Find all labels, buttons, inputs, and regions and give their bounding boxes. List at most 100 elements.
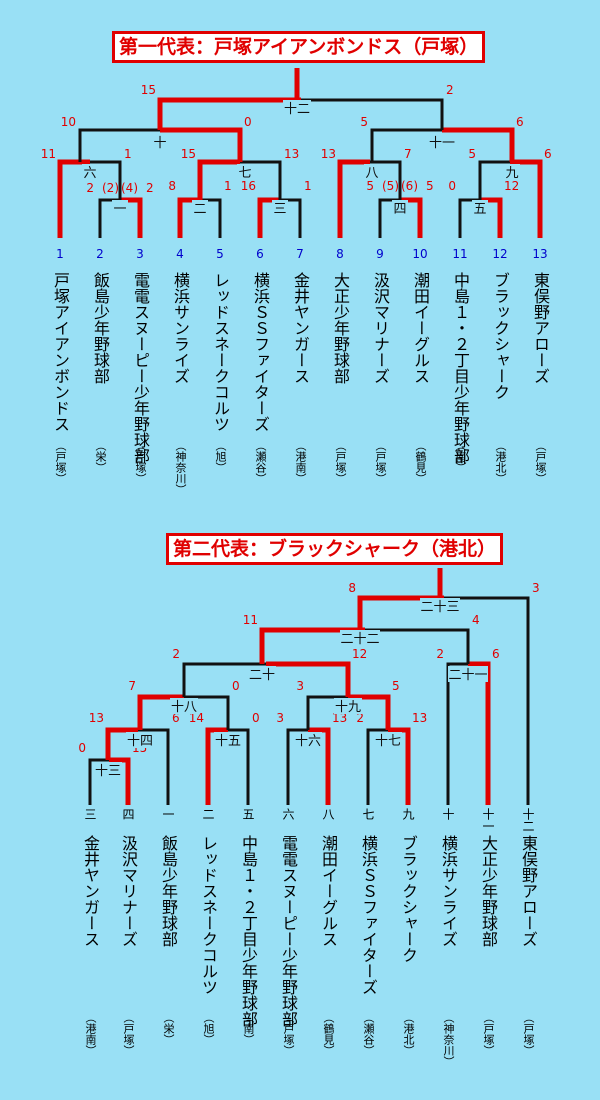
right-score: 6: [544, 147, 552, 161]
seed-label: 十一: [481, 808, 495, 832]
bracket-line-right: [138, 728, 170, 805]
left-pk-score: (5): [382, 179, 399, 193]
team-name: 横浜ＳＳファイターズ: [359, 835, 378, 995]
team-name: ブラックシャーク: [491, 272, 510, 400]
game-number: 六: [83, 166, 96, 181]
team-area: （戸塚）: [134, 440, 147, 484]
left-pk-score: (2): [102, 181, 119, 195]
bracket-line-left: [182, 662, 266, 697]
team-number: 2: [96, 247, 104, 261]
bracket-line-right: [301, 98, 444, 130]
seed-label: 四: [121, 808, 135, 820]
team-area: （南）: [454, 440, 467, 473]
game-number: 十一: [429, 136, 455, 151]
game-number-backdrop: [448, 666, 488, 682]
team-name: レッドスネークコルツ: [199, 835, 218, 995]
bracket-line-right: [348, 694, 391, 730]
right-score: 2: [446, 83, 454, 97]
game-number-backdrop: [192, 200, 208, 216]
game-number: 九: [505, 166, 518, 181]
seed-label: 七: [361, 808, 375, 820]
game-number-backdrop: [340, 630, 380, 646]
game-number-backdrop: [392, 200, 408, 216]
team-area: （戸塚）: [482, 1012, 495, 1056]
game-number-backdrop: [248, 666, 276, 682]
team-name: 潮田イーグルス: [411, 272, 430, 384]
left-score: 0: [448, 179, 456, 193]
team-name: レッドスネークコルツ: [211, 272, 230, 432]
bracket-line-right: [228, 728, 250, 805]
seed-label: 六: [281, 808, 295, 820]
team-name: 汲沢マリナーズ: [371, 272, 390, 384]
game-number-backdrop: [214, 732, 242, 748]
team-number: 4: [176, 247, 184, 261]
bracket-line-right: [266, 661, 351, 697]
right-score: 12: [504, 179, 519, 193]
game-number: 十八: [171, 700, 197, 715]
team-area: （戸塚）: [54, 440, 67, 484]
seed-label: 三: [83, 808, 97, 820]
game-number-backdrop: [283, 100, 311, 116]
game-number-backdrop: [152, 134, 168, 150]
game-number: 二十一: [448, 668, 487, 683]
left-score: 3: [296, 679, 304, 693]
team-area: （戸塚）: [122, 1012, 135, 1056]
bracket-line-left: [105, 727, 138, 760]
right-score: 1: [124, 147, 132, 161]
right-score: 5: [426, 179, 434, 193]
left-score: 7: [128, 679, 136, 693]
game-number: 八: [365, 166, 378, 181]
game-number-backdrop: [82, 164, 98, 180]
team-area: （戸塚）: [534, 440, 547, 484]
left-score: 2: [436, 647, 444, 661]
left-score: 8: [168, 179, 176, 193]
right-score: 7: [404, 147, 412, 161]
right-score: 4: [472, 613, 480, 627]
left-score: 8: [348, 581, 356, 595]
bracket-line-left: [370, 128, 442, 162]
team-area: （旭）: [202, 1012, 215, 1045]
game-number-backdrop: [94, 762, 122, 778]
team-number: 1: [56, 247, 64, 261]
bracket-line-left: [137, 694, 184, 730]
left-score: 5: [360, 115, 368, 129]
team-name: 横浜サンライズ: [171, 272, 190, 384]
team-area: （鶴見）: [414, 440, 427, 484]
seed-label: 二: [201, 808, 215, 820]
game-number: 十四: [127, 734, 153, 749]
left-score: 15: [141, 83, 156, 97]
bracket-line-left: [306, 695, 348, 730]
right-score: 13: [332, 711, 347, 725]
team-area: （南）: [242, 1012, 255, 1045]
team-number: 6: [256, 247, 264, 261]
right-score: 6: [492, 647, 500, 661]
team-area: （瀬谷）: [254, 440, 267, 484]
team-name: 中島１・２丁目少年野球部: [239, 835, 258, 1027]
bracket-line-right: [160, 127, 243, 162]
left-score: 2: [86, 181, 94, 195]
team-number: 12: [492, 247, 507, 261]
game-number: 二十: [249, 668, 275, 683]
game-number: 三: [273, 202, 286, 217]
seed-label: 十: [441, 808, 455, 820]
right-pk-score: (4): [121, 181, 138, 195]
seed-label: 五: [241, 808, 255, 820]
left-score: 11: [41, 147, 56, 161]
left-score: 2: [356, 711, 364, 725]
game-number: 十七: [375, 734, 401, 749]
game-number: 十六: [295, 734, 321, 749]
game-number: 十五: [215, 734, 241, 749]
left-score: 16: [241, 179, 256, 193]
team-area: （旭）: [214, 440, 227, 473]
team-area: （戸塚）: [282, 1012, 295, 1056]
team-name: 中島１・２丁目少年野球部: [451, 272, 470, 464]
bracket-line-left: [478, 160, 510, 200]
bracket-line-left: [205, 727, 228, 805]
team-name: 電電スヌーピー少年野球部: [279, 835, 298, 1027]
team-area: （港南）: [84, 1012, 97, 1056]
team-name: 汲沢マリナーズ: [119, 835, 138, 947]
right-score: 12: [352, 647, 367, 661]
team-number: 7: [296, 247, 304, 261]
game-number-backdrop: [334, 698, 362, 714]
left-score: 14: [189, 711, 204, 725]
